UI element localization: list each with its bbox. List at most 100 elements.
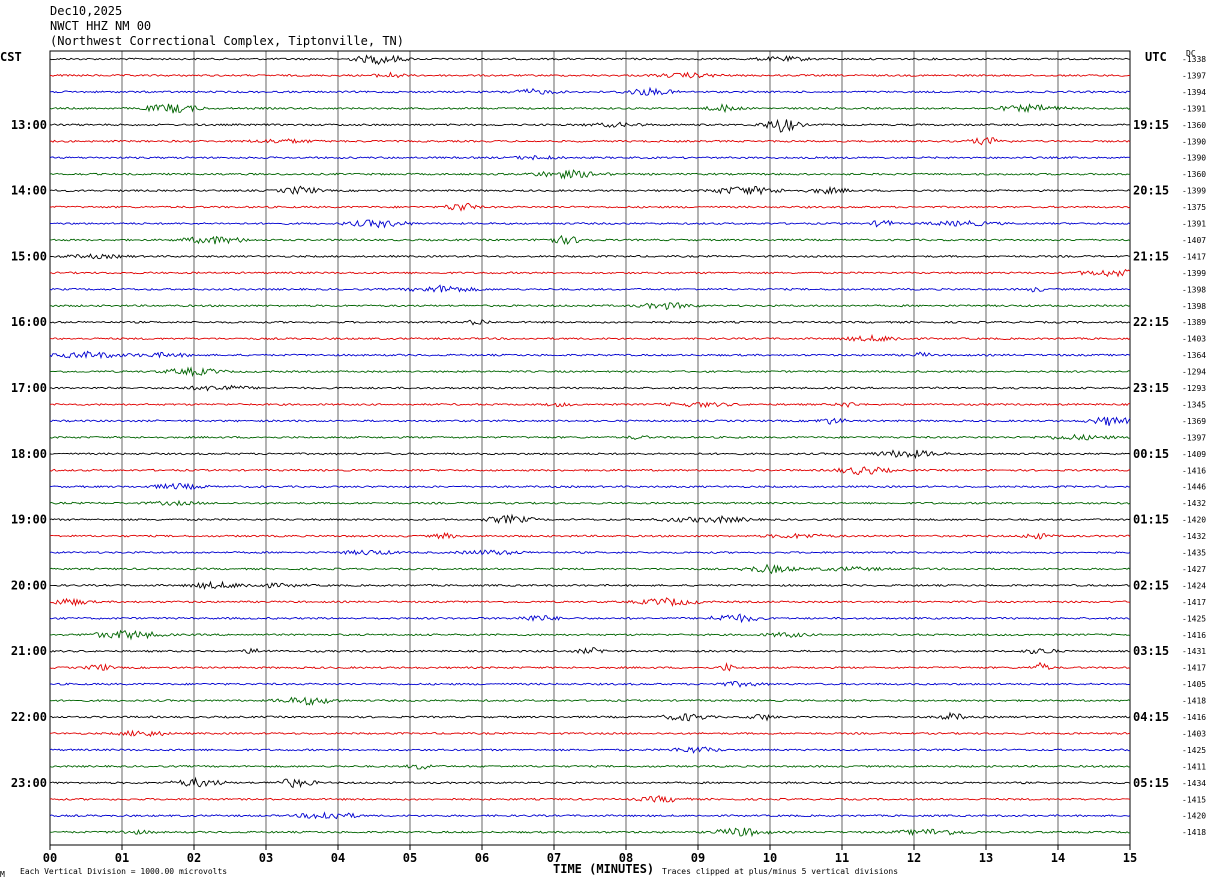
dc-offset-label: -1418 bbox=[1182, 828, 1206, 837]
seismic-trace bbox=[49, 401, 1131, 409]
dc-offset-label: -1369 bbox=[1182, 417, 1206, 426]
dc-offset-label: -1391 bbox=[1182, 220, 1206, 229]
seismic-trace bbox=[49, 711, 1131, 722]
x-tick-label: 09 bbox=[691, 851, 705, 865]
dc-offset-label: -1425 bbox=[1182, 746, 1206, 755]
dc-offset-label: -1345 bbox=[1182, 400, 1206, 409]
seismic-trace bbox=[49, 827, 1131, 838]
dc-offset-label: -1399 bbox=[1182, 269, 1206, 278]
utc-hour-label: 19:15 bbox=[1133, 118, 1169, 132]
seismic-trace bbox=[49, 482, 1130, 491]
cst-hour-label: 14:00 bbox=[11, 184, 47, 198]
dc-offset-label: -1427 bbox=[1182, 565, 1206, 574]
seismic-trace bbox=[49, 466, 1131, 476]
seismic-trace bbox=[49, 219, 1131, 229]
dc-offset-label: -1398 bbox=[1182, 302, 1206, 311]
cst-hour-label: 18:00 bbox=[11, 447, 47, 461]
dc-offset-label: -1391 bbox=[1182, 104, 1206, 113]
dc-offset-label: -1446 bbox=[1182, 483, 1206, 492]
seismic-trace bbox=[49, 350, 1131, 360]
dc-offset-label: -1434 bbox=[1182, 779, 1206, 788]
utc-hour-label: 02:15 bbox=[1133, 578, 1169, 592]
dc-offset-label: -1293 bbox=[1182, 384, 1206, 393]
right-timezone-label: UTC bbox=[1145, 50, 1167, 64]
x-tick-label: 02 bbox=[187, 851, 201, 865]
dc-header: DC bbox=[1186, 49, 1196, 58]
dc-offset-label: -1403 bbox=[1182, 335, 1206, 344]
seismic-trace bbox=[49, 155, 1130, 161]
cst-hour-label: 15:00 bbox=[11, 249, 47, 263]
seismic-trace bbox=[49, 661, 1131, 672]
seismic-trace bbox=[49, 333, 1131, 343]
cst-hour-label: 20:00 bbox=[11, 578, 47, 592]
seismic-trace bbox=[49, 776, 1131, 789]
utc-hour-label: 20:15 bbox=[1133, 184, 1169, 198]
x-tick-label: 03 bbox=[259, 851, 273, 865]
x-tick-label: 01 bbox=[115, 851, 129, 865]
utc-hour-label: 03:15 bbox=[1133, 644, 1169, 658]
utc-hour-label: 05:15 bbox=[1133, 776, 1169, 790]
cst-hour-label: 21:00 bbox=[11, 644, 47, 658]
seismic-trace bbox=[49, 811, 1131, 820]
dc-offset-label: -1364 bbox=[1182, 351, 1206, 360]
utc-hour-label: 04:15 bbox=[1133, 710, 1169, 724]
dc-offset-label: -1360 bbox=[1182, 121, 1206, 130]
dc-offset-label: -1416 bbox=[1182, 631, 1206, 640]
utc-hour-label: 00:15 bbox=[1133, 447, 1169, 461]
utc-hour-label: 01:15 bbox=[1133, 513, 1169, 527]
cst-hour-label: 19:00 bbox=[11, 513, 47, 527]
dc-offset-label: -1407 bbox=[1182, 236, 1206, 245]
record-date: Dec10,2025 bbox=[50, 4, 123, 18]
seismic-trace bbox=[49, 169, 1131, 180]
x-tick-label: 12 bbox=[907, 851, 921, 865]
seismic-trace bbox=[49, 284, 1131, 293]
seismic-trace bbox=[49, 185, 1131, 196]
seismic-trace bbox=[49, 366, 1131, 378]
dc-offset-label: -1399 bbox=[1182, 187, 1206, 196]
x-tick-label: 10 bbox=[763, 851, 777, 865]
dc-offset-label: -1411 bbox=[1182, 762, 1206, 771]
dc-offset-label: -1416 bbox=[1182, 713, 1206, 722]
left-timezone-label: CST bbox=[0, 50, 22, 64]
dc-offset-label: -1417 bbox=[1182, 252, 1206, 261]
seismic-trace bbox=[49, 613, 1131, 624]
utc-hour-label: 21:15 bbox=[1133, 249, 1169, 263]
seismic-trace bbox=[49, 103, 1131, 114]
x-tick-label: 11 bbox=[835, 851, 849, 865]
seismic-trace bbox=[49, 549, 1131, 556]
dc-offset-label: -1394 bbox=[1182, 88, 1206, 97]
cst-hour-label: 17:00 bbox=[11, 381, 47, 395]
seismic-trace bbox=[49, 118, 1131, 133]
dc-offset-label: -1360 bbox=[1182, 170, 1206, 179]
dc-offset-label: -1294 bbox=[1182, 368, 1206, 377]
cst-hour-label: 22:00 bbox=[11, 710, 47, 724]
seismic-trace bbox=[49, 745, 1130, 754]
seismic-trace bbox=[49, 647, 1130, 655]
x-tick-label: 00 bbox=[43, 851, 57, 865]
clip-note: Traces clipped at plus/minus 5 vertical … bbox=[662, 867, 899, 876]
dc-offset-label: -1420 bbox=[1182, 812, 1206, 821]
x-tick-label: 04 bbox=[331, 851, 345, 865]
seismic-trace bbox=[49, 532, 1131, 540]
dc-offset-label: -1403 bbox=[1182, 729, 1206, 738]
seismic-trace bbox=[49, 513, 1131, 525]
seismic-trace bbox=[49, 629, 1131, 641]
seismic-trace bbox=[49, 696, 1131, 706]
dc-offset-label: -1390 bbox=[1182, 154, 1206, 163]
x-tick-label: 14 bbox=[1051, 851, 1065, 865]
seismic-trace bbox=[49, 597, 1131, 607]
seismic-trace bbox=[50, 234, 1131, 245]
dc-offset-label: -1409 bbox=[1182, 450, 1206, 459]
cst-hour-label: 23:00 bbox=[11, 776, 47, 790]
seismic-trace bbox=[49, 416, 1131, 426]
seismic-trace bbox=[49, 729, 1131, 738]
x-tick-label: 05 bbox=[403, 851, 417, 865]
dc-offset-label: -1398 bbox=[1182, 285, 1206, 294]
seismic-trace bbox=[49, 764, 1130, 770]
utc-hour-label: 22:15 bbox=[1133, 315, 1169, 329]
scale-note: Each Vertical Division = 1000.00 microvo… bbox=[20, 867, 228, 876]
dc-offset-label: -1417 bbox=[1182, 664, 1206, 673]
cst-hour-label: 16:00 bbox=[11, 315, 47, 329]
x-tick-label: 07 bbox=[547, 851, 561, 865]
